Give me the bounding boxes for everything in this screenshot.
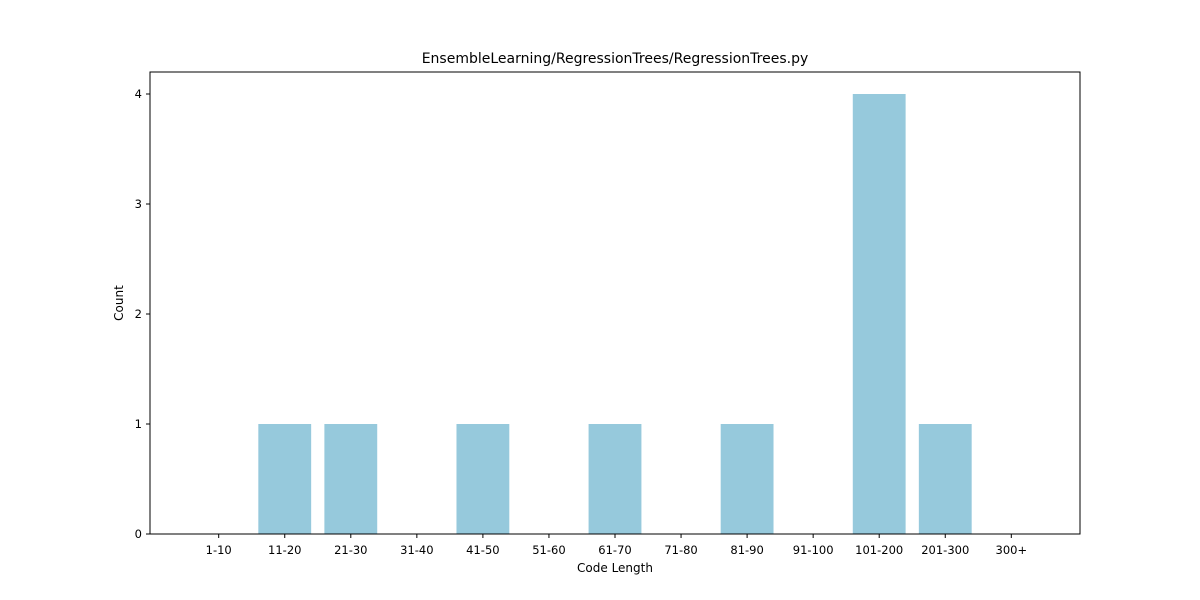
x-tick-label: 201-300 [921,543,969,557]
bar-21-30 [324,424,378,534]
y-tick-label: 0 [135,527,142,541]
x-tick-label: 81-90 [730,543,763,557]
x-tick-label: 91-100 [793,543,834,557]
bar-41-50 [456,424,510,534]
bar-101-200 [852,94,906,534]
bar-201-300 [918,424,972,534]
y-tick-label: 1 [135,417,142,431]
bars-layer [258,94,972,534]
x-axis: 1-10 11-20 21-30 31-40 41-50 51-60 61-70 71-80 8… [206,534,1027,557]
x-tick-label: 21-30 [334,543,367,557]
x-tick-label: 300+ [996,543,1028,557]
x-tick-label: 71-80 [664,543,697,557]
x-tick-label: 101-200 [855,543,903,557]
x-tick-label: 11-20 [268,543,301,557]
bar-61-70 [588,424,642,534]
y-axis-label: Count [112,285,126,321]
x-axis-label: Code Length [577,561,653,575]
x-tick-label: 1-10 [206,543,232,557]
y-axis: 0 1 2 3 4 [135,87,150,541]
bar-81-90 [720,424,774,534]
y-tick-label: 2 [135,307,142,321]
x-tick-label: 51-60 [532,543,565,557]
x-tick-label: 61-70 [598,543,631,557]
y-tick-label: 4 [135,87,142,101]
bar-11-20 [258,424,312,534]
chart-title: EnsembleLearning/RegressionTrees/Regress… [422,51,809,67]
x-tick-label: 31-40 [400,543,433,557]
x-tick-label: 41-50 [466,543,499,557]
y-tick-label: 3 [135,197,142,211]
